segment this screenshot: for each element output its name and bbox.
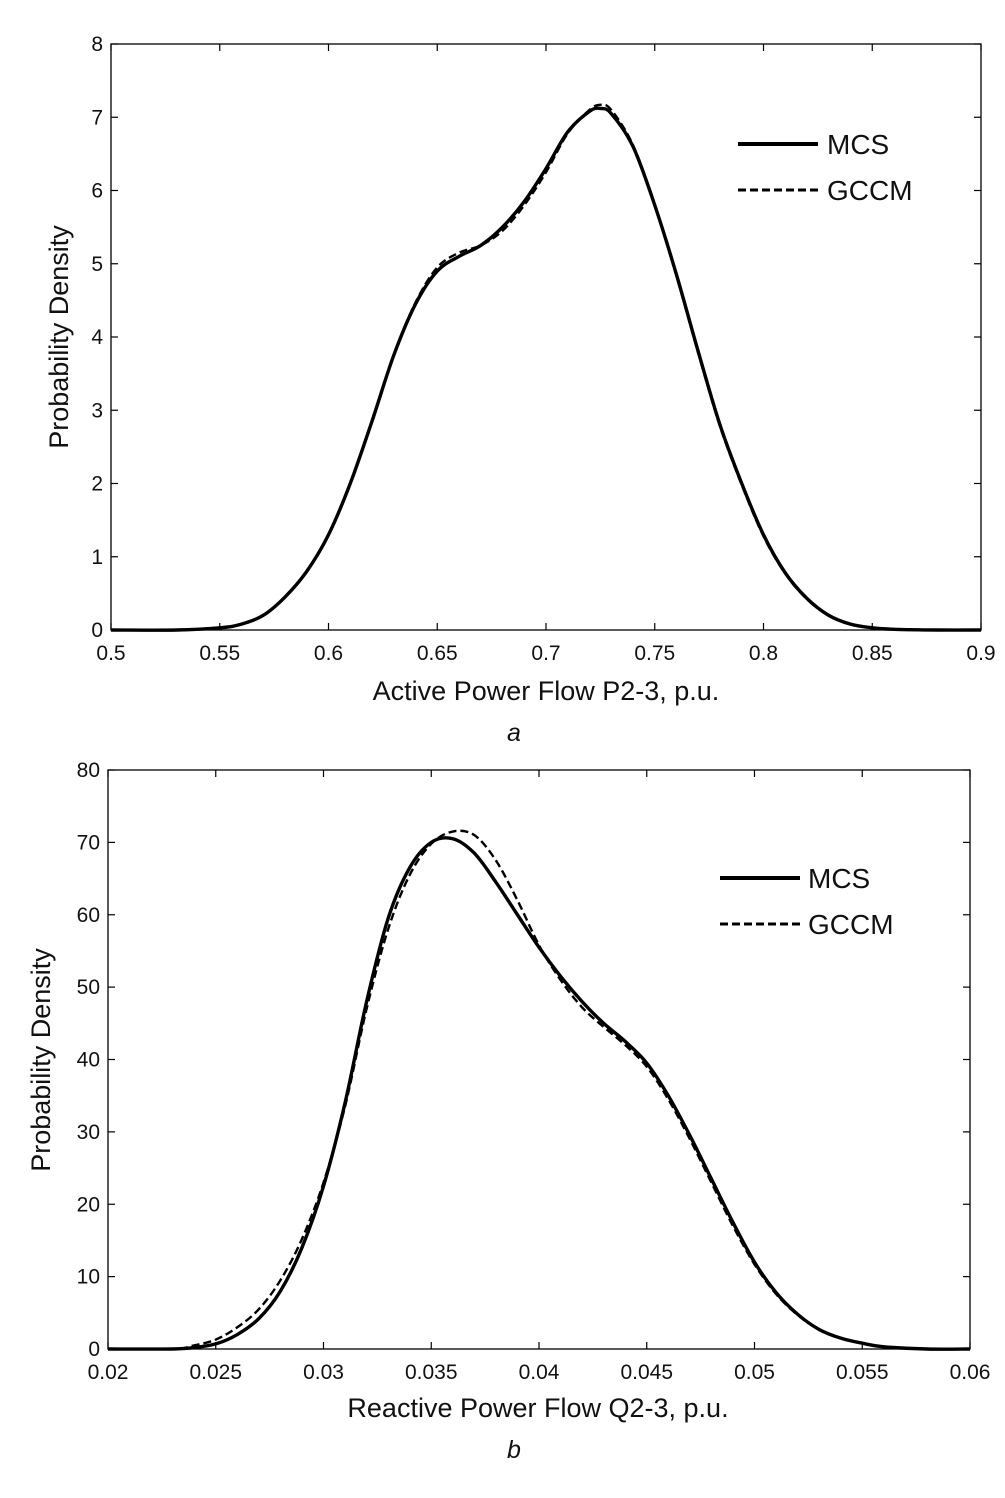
x-tick-label: 0.055 — [836, 1361, 889, 1384]
plot-area-frame — [107, 769, 971, 1350]
series-line-mcs — [107, 836, 971, 1351]
y-tick-label: 5 — [91, 253, 103, 276]
y-tick-label: 8 — [91, 33, 103, 56]
y-tick-label: 30 — [77, 1121, 100, 1144]
x-tick-label: 0.03 — [303, 1361, 344, 1384]
series-lines — [110, 103, 982, 632]
y-tick-label: 4 — [91, 326, 103, 349]
y-tick-label: 40 — [77, 1049, 100, 1072]
panel-label: b — [507, 1436, 521, 1464]
x-tick-label: 0.7 — [531, 642, 560, 665]
x-tick-label: 0.02 — [88, 1361, 129, 1384]
legend: MCS GCCM — [738, 129, 913, 206]
y-axis-ticks: 0 10 20 30 40 50 60 70 80 — [77, 759, 970, 1361]
chart-panel-b: 0.02 0.025 0.03 0.035 0.04 0.045 0.05 0.055 0.06… — [26, 759, 990, 1464]
x-tick-label: 0.04 — [519, 1361, 560, 1384]
y-tick-label: 6 — [91, 180, 103, 203]
x-tick-label: 0.8 — [749, 642, 778, 665]
chart-panel-a: 0.5 0.55 0.6 0.65 0.7 0.75 0.8 0.85 0.9 0 1 2 3 4 5 6 7… — [44, 33, 996, 747]
y-tick-label: 50 — [77, 976, 100, 999]
x-axis-title: Reactive Power Flow Q2-3, p.u. — [347, 1393, 728, 1423]
panel-label: a — [507, 719, 521, 747]
y-axis-title: Probability Density — [44, 225, 74, 449]
y-tick-label: 0 — [91, 619, 103, 642]
y-tick-label: 0 — [88, 1338, 100, 1361]
y-tick-label: 7 — [91, 106, 103, 129]
x-tick-label: 0.65 — [417, 642, 458, 665]
x-tick-label: 0.06 — [950, 1361, 991, 1384]
series-lines — [107, 829, 971, 1351]
x-tick-label: 0.75 — [634, 642, 675, 665]
y-tick-label: 80 — [77, 759, 100, 782]
y-tick-label: 20 — [77, 1193, 100, 1216]
y-tick-label: 60 — [77, 904, 100, 927]
x-axis-title: Active Power Flow P2-3, p.u. — [373, 676, 720, 706]
x-tick-label: 0.025 — [189, 1361, 242, 1384]
legend-label-gccm: GCCM — [827, 175, 913, 206]
legend: MCS GCCM — [720, 863, 894, 940]
x-tick-label: 0.05 — [734, 1361, 775, 1384]
x-tick-label: 0.035 — [405, 1361, 458, 1384]
x-tick-label: 0.045 — [620, 1361, 673, 1384]
x-tick-label: 0.6 — [314, 642, 343, 665]
legend-label-mcs: MCS — [808, 863, 870, 894]
y-axis-ticks: 0 1 2 3 4 5 6 7 8 — [91, 33, 981, 642]
y-axis-title: Probability Density — [26, 948, 56, 1172]
series-line-gccm — [107, 829, 971, 1351]
x-tick-label: 0.55 — [199, 642, 240, 665]
x-tick-label: 0.85 — [852, 642, 893, 665]
legend-label-gccm: GCCM — [808, 909, 894, 940]
x-axis-ticks: 0.02 0.025 0.03 0.035 0.04 0.045 0.05 0.055 0.06 — [88, 770, 991, 1384]
y-tick-label: 70 — [77, 831, 100, 854]
y-tick-label: 2 — [91, 473, 103, 496]
x-axis-ticks: 0.5 0.55 0.6 0.65 0.7 0.75 0.8 0.85 0.9 — [96, 44, 996, 665]
x-tick-label: 0.9 — [966, 642, 995, 665]
legend-label-mcs: MCS — [827, 129, 889, 160]
y-tick-label: 3 — [91, 399, 103, 422]
x-tick-label: 0.5 — [96, 642, 125, 665]
y-tick-label: 1 — [91, 546, 103, 569]
y-tick-label: 10 — [77, 1266, 100, 1289]
series-line-gccm — [110, 103, 982, 632]
